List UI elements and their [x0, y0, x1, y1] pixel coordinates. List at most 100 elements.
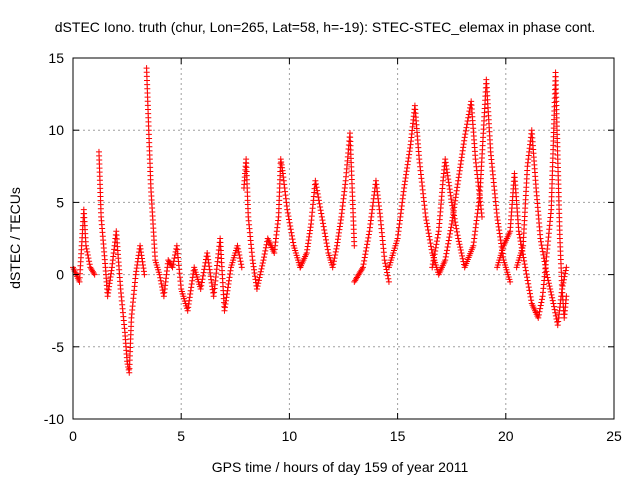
- data-point-marker: [459, 255, 466, 262]
- data-point-marker: [362, 251, 369, 258]
- data-point-marker: [455, 235, 462, 242]
- data-point-marker: [365, 231, 372, 238]
- data-point-marker: [359, 265, 366, 272]
- data-point-marker: [199, 276, 206, 283]
- data-point-marker: [382, 260, 389, 267]
- data-point-marker: [320, 220, 327, 227]
- data-point-marker: [198, 282, 205, 289]
- data-point-marker: [524, 277, 531, 284]
- data-point-marker: [317, 203, 324, 210]
- data-point-marker: [449, 205, 456, 212]
- data-point-marker: [314, 187, 321, 194]
- data-point-marker: [442, 257, 449, 264]
- data-point-marker: [331, 255, 338, 262]
- data-point-marker: [434, 234, 441, 241]
- data-point-marker: [536, 308, 543, 315]
- data-segment: [494, 69, 570, 321]
- data-point-marker: [455, 238, 462, 245]
- data-point-marker: [560, 276, 567, 283]
- data-point-marker: [545, 280, 552, 287]
- data-point-marker: [543, 268, 550, 275]
- data-point-marker: [255, 277, 262, 284]
- data-segment: [429, 76, 514, 285]
- data-point-marker: [290, 239, 297, 246]
- data-point-marker: [259, 262, 266, 269]
- data-point-marker: [432, 247, 439, 254]
- data-point-marker: [170, 261, 177, 268]
- data-segment: [351, 177, 392, 285]
- y-axis-label: dSTEC / TECUs: [7, 187, 23, 289]
- data-point-marker: [547, 286, 554, 293]
- data-point-marker: [200, 272, 207, 279]
- data-point-marker: [542, 265, 549, 272]
- data-point-marker: [262, 247, 269, 254]
- data-point-marker: [284, 206, 291, 213]
- data-point-marker: [457, 244, 464, 251]
- data-point-marker: [539, 245, 546, 252]
- data-point-marker: [318, 210, 325, 217]
- data-point-marker: [448, 199, 455, 206]
- data-point-marker: [453, 225, 460, 232]
- plot-frame: [72, 57, 615, 420]
- data-point-marker: [330, 261, 337, 268]
- data-point-marker: [429, 264, 436, 271]
- data-point-marker: [125, 366, 132, 373]
- data-point-marker: [428, 246, 435, 253]
- data-point-marker: [422, 213, 429, 220]
- data-point-marker: [262, 244, 269, 251]
- data-point-marker: [540, 255, 547, 262]
- x-tick-label: 0: [69, 428, 77, 444]
- data-point-marker: [200, 269, 207, 276]
- data-point-marker: [288, 229, 295, 236]
- data-point-marker: [287, 223, 294, 230]
- data-point-marker: [425, 226, 432, 233]
- data-point-marker: [329, 264, 336, 271]
- data-point-marker: [549, 294, 556, 301]
- data-point-marker: [360, 261, 367, 268]
- data-point-marker: [314, 190, 321, 197]
- data-point-marker: [454, 232, 461, 239]
- data-point-marker: [515, 228, 522, 235]
- x-axis-label: GPS time / hours of day 159 of year 2011: [212, 459, 469, 475]
- data-point-marker: [237, 258, 244, 265]
- data-point-marker: [545, 277, 552, 284]
- data-point-marker: [82, 242, 89, 249]
- data-point-marker: [173, 245, 180, 252]
- data-point-marker: [427, 240, 434, 247]
- data-point-marker: [255, 280, 262, 287]
- data-point-marker: [446, 230, 453, 237]
- data-segment: [95, 148, 148, 376]
- data-point-marker: [318, 213, 325, 220]
- data-point-marker: [90, 270, 97, 277]
- data-point-marker: [424, 223, 431, 230]
- data-point-marker: [428, 243, 435, 250]
- data-point-marker: [429, 261, 436, 268]
- data-point-marker: [236, 252, 243, 259]
- data-point-marker: [442, 253, 449, 260]
- data-point-marker: [333, 245, 340, 252]
- data-point-marker: [254, 283, 261, 290]
- data-point-marker: [444, 244, 451, 251]
- data-point-marker: [537, 305, 544, 312]
- data-point-marker: [141, 271, 148, 278]
- data-point-marker: [447, 227, 454, 234]
- data-point-marker: [85, 255, 92, 262]
- axis-ticks: 0 5 10 15 20 25 -10 -5 0 5 10 15: [44, 50, 622, 444]
- data-point-marker: [332, 248, 339, 255]
- data-point-marker: [544, 274, 551, 281]
- data-point-marker: [330, 258, 337, 265]
- data-point-marker: [285, 213, 292, 220]
- data-point-marker: [260, 257, 267, 264]
- data-point-marker: [462, 127, 469, 134]
- data-point-marker: [86, 261, 93, 268]
- data-point-marker: [160, 290, 167, 297]
- data-point-marker: [332, 252, 339, 259]
- data-point-marker: [361, 254, 368, 261]
- data-point-marker: [238, 261, 245, 268]
- data-point-marker: [464, 121, 471, 128]
- data-point-marker: [537, 302, 544, 309]
- data-point-marker: [537, 235, 544, 242]
- data-point-marker: [384, 269, 391, 276]
- data-point-marker: [548, 291, 555, 298]
- data-segment: [70, 206, 98, 285]
